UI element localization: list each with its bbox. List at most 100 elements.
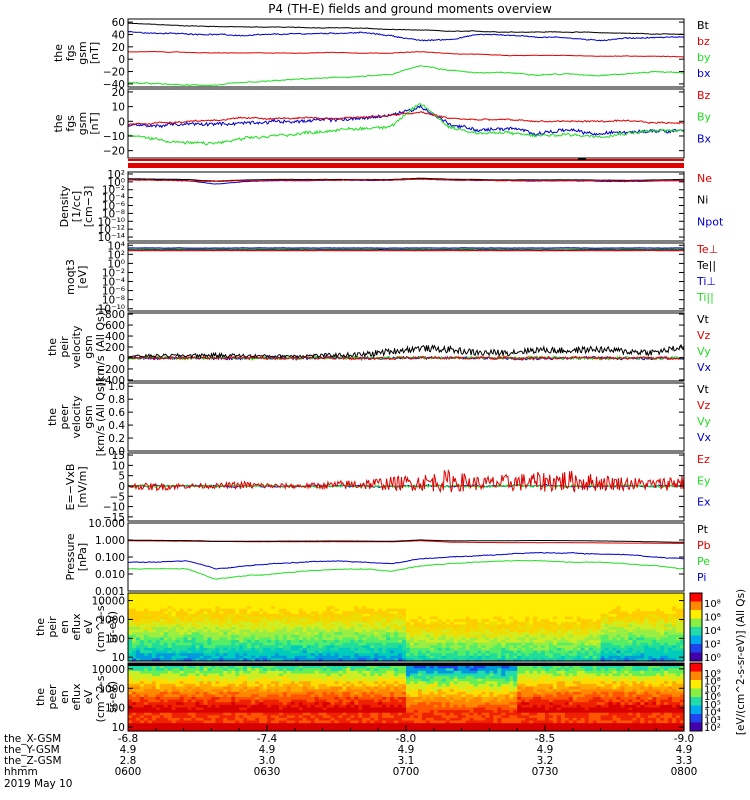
spectro-cell bbox=[568, 645, 574, 649]
spectro-cell bbox=[338, 647, 344, 652]
spectro-cell bbox=[163, 647, 169, 652]
spectro-cell bbox=[163, 611, 169, 615]
spectro-cell bbox=[223, 720, 228, 724]
spectro-cell bbox=[366, 650, 371, 654]
spectro-cell bbox=[572, 655, 578, 659]
spectro-cell bbox=[413, 627, 419, 631]
spectro-cell bbox=[656, 606, 661, 610]
spectro-cell bbox=[227, 619, 232, 623]
spectro-cell bbox=[596, 606, 602, 610]
spectro-cell bbox=[231, 658, 236, 662]
spectro-cell bbox=[219, 658, 224, 662]
spectro-cell bbox=[163, 704, 169, 708]
spectro-cell bbox=[263, 665, 268, 669]
spectro-cell bbox=[227, 676, 232, 680]
spectro-cell bbox=[263, 670, 268, 674]
spectro-cell bbox=[433, 606, 439, 610]
spectro-cell bbox=[191, 616, 197, 620]
spectro-cell bbox=[183, 616, 189, 620]
spectro-cell bbox=[235, 720, 240, 724]
spectro-cell bbox=[199, 725, 205, 729]
spectro-cell bbox=[251, 621, 256, 625]
spectro-cell bbox=[441, 603, 447, 607]
spectro-cell bbox=[513, 653, 518, 657]
spectro-cell bbox=[572, 634, 578, 638]
spectro-cell bbox=[263, 653, 268, 657]
spectro-cell bbox=[537, 627, 542, 631]
spectro-cell bbox=[135, 673, 141, 677]
spectro-cell bbox=[151, 683, 157, 688]
spectro-cell bbox=[668, 595, 673, 599]
spectro-cell bbox=[421, 642, 427, 646]
spectro-cell bbox=[247, 600, 252, 604]
y-axis-label: [km/s (All Qs)] bbox=[94, 378, 107, 457]
spectro-cell bbox=[533, 621, 538, 625]
spectro-cell bbox=[560, 624, 566, 628]
spectro-cell bbox=[278, 668, 284, 672]
spectro-cell bbox=[274, 647, 280, 652]
spectro-cell bbox=[263, 691, 268, 695]
colorbar-segment bbox=[690, 593, 702, 602]
spectro-cell bbox=[199, 593, 205, 597]
spectro-cell bbox=[247, 697, 252, 701]
spectro-cell bbox=[314, 658, 320, 662]
spectro-cell bbox=[195, 668, 201, 672]
spectro-cell bbox=[485, 650, 490, 654]
spectro-cell bbox=[366, 608, 371, 612]
spectro-cell bbox=[552, 647, 558, 652]
spectro-cell bbox=[211, 691, 216, 695]
spectro-cell bbox=[552, 632, 558, 636]
spectro-cell bbox=[139, 634, 145, 638]
spectro-cell bbox=[517, 645, 522, 649]
spectro-cell bbox=[239, 634, 244, 638]
spectro-cell bbox=[366, 655, 371, 659]
spectro-cell bbox=[485, 613, 490, 618]
spectro-cell bbox=[556, 600, 562, 604]
spectro-cell bbox=[485, 655, 490, 659]
spectro-cell bbox=[413, 613, 419, 618]
spectro-cell bbox=[203, 689, 209, 693]
spectro-cell bbox=[167, 634, 173, 638]
spectro-cell bbox=[227, 725, 232, 729]
spectro-cell bbox=[493, 595, 498, 599]
spectro-cell bbox=[489, 627, 494, 631]
spectro-cell bbox=[600, 655, 606, 659]
spectro-cell bbox=[497, 627, 502, 631]
spectro-cell bbox=[390, 595, 395, 599]
spectro-cell bbox=[604, 624, 610, 628]
colorbar-segment bbox=[690, 627, 702, 636]
spectro-cell bbox=[191, 595, 197, 599]
spectro-cell bbox=[580, 647, 586, 652]
spectro-cell bbox=[461, 653, 467, 657]
spectro-cell bbox=[330, 634, 336, 638]
spectro-cell bbox=[219, 678, 224, 682]
spectro-cell bbox=[223, 712, 228, 716]
spectro-cell bbox=[580, 655, 586, 659]
spectro-cell bbox=[421, 598, 427, 602]
spectro-cell bbox=[592, 658, 598, 662]
spectro-cell bbox=[183, 673, 189, 677]
spectro-cell bbox=[457, 634, 463, 638]
spectro-cell bbox=[576, 637, 582, 641]
spectro-cell bbox=[417, 611, 423, 615]
spectro-cell bbox=[680, 647, 685, 652]
spectro-cell bbox=[584, 619, 590, 623]
spectro-cell bbox=[286, 608, 292, 612]
spectro-cell bbox=[556, 642, 562, 646]
spectro-cell bbox=[302, 640, 308, 644]
spectro-cell bbox=[350, 611, 355, 615]
spectro-cell bbox=[271, 673, 276, 677]
spectro-cell bbox=[449, 595, 455, 599]
colorbar-segment bbox=[690, 618, 702, 628]
spectro-cell bbox=[231, 650, 236, 654]
spectro-cell bbox=[457, 600, 463, 604]
spectro-cell bbox=[664, 600, 669, 604]
spectro-cell bbox=[132, 645, 137, 649]
spectro-cell bbox=[187, 637, 193, 641]
spectro-cell bbox=[477, 621, 483, 625]
spectro-cell bbox=[656, 619, 661, 623]
spectro-cell bbox=[580, 653, 586, 657]
spectro-cell bbox=[159, 668, 165, 672]
spectro-cell bbox=[274, 624, 280, 628]
spectro-cell bbox=[231, 629, 236, 633]
